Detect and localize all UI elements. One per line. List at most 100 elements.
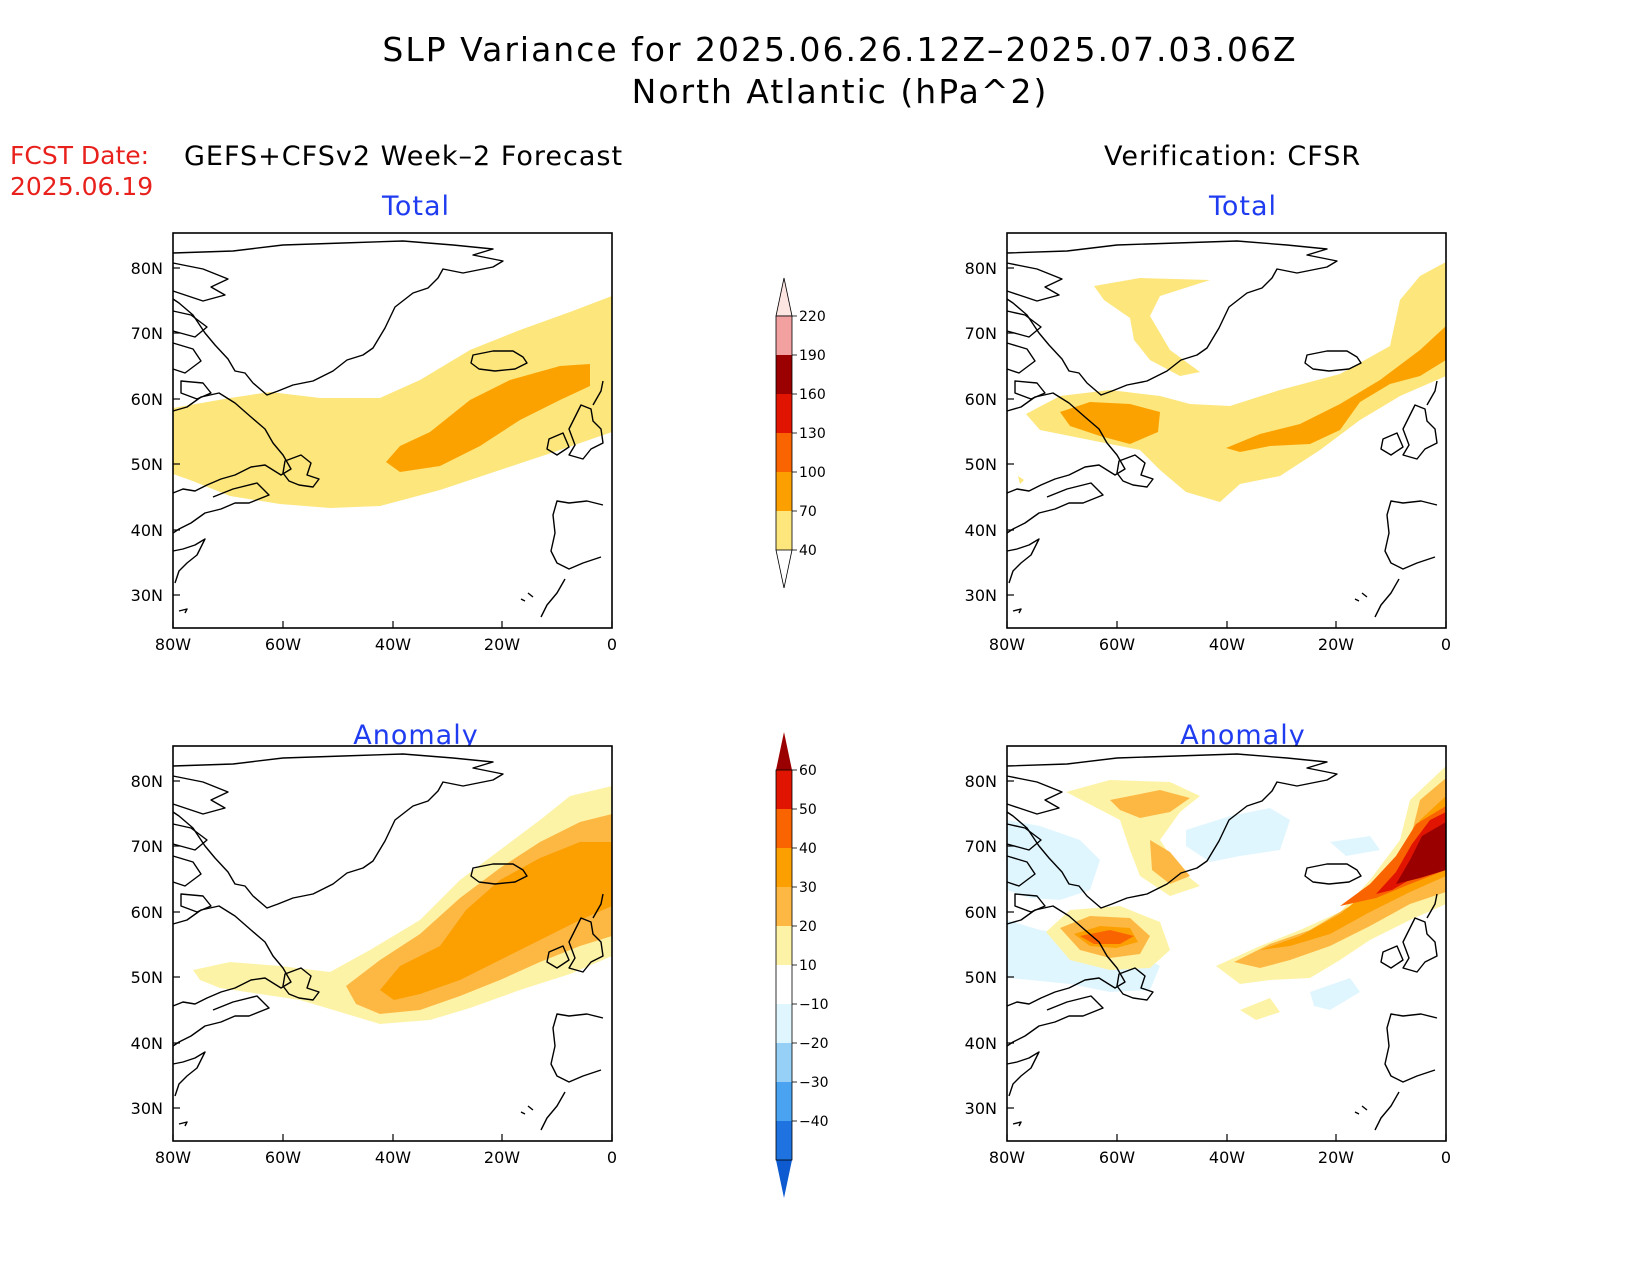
shade-40-50 [1080,930,1134,944]
main-title: SLP Variance for 2025.06.26.12Z–2025.07.… [382,30,1298,69]
lat-tick-label: 70N [965,324,997,343]
lon-tick-label: 40W [375,1148,411,1167]
lat-tick-label: 70N [131,837,163,856]
verification-anomaly-map [1006,745,1447,1142]
lat-tick-label: 50N [965,455,997,474]
lon-tick-label: 20W [484,635,520,654]
lon-tick-label: 80W [155,1148,191,1167]
cbar-total-label: 40 [799,543,817,559]
lat-tick-label: 40N [965,1034,997,1053]
lat-tick-label: 30N [965,1099,997,1118]
cbar-anom-label: −30 [799,1075,829,1091]
shade-20-30 [1110,790,1190,818]
cbar-anom-swatch [776,887,792,926]
axes-layer: 80W 60W 40W 20W 0 80N 70N 60N 50N 40N 30N 80W 60W 40W… [131,259,1451,1167]
forecast-header: GEFS+CFSv2 Week–2 Forecast [184,141,624,172]
cbar-anom-label: 30 [799,880,817,896]
cbar-anom-arrow-bottom [776,1160,792,1198]
cbar-total-label: 190 [799,348,826,364]
shade-40-70 [1018,476,1024,484]
cbar-total-label: 130 [799,426,826,442]
cbar-anom-swatch [776,1043,792,1082]
lat-tick-label: 50N [131,968,163,987]
shade-neg-10-20 [1330,836,1380,856]
shade-70-100 [1060,402,1160,444]
lon-tick-label: 60W [265,635,301,654]
lon-tick-label: 0 [1441,1148,1451,1167]
cbar-anom-swatch [776,965,792,1004]
shade-neg-10-20 [1310,978,1360,1010]
lat-tick-label: 80N [131,259,163,278]
lat-tick-label: 30N [131,1099,163,1118]
cbar-total-swatch [776,394,792,433]
cbar-total-arrow-bottom [775,549,793,589]
lon-tick-label: 0 [607,1148,617,1167]
lon-tick-label: 80W [989,635,1025,654]
cbar-anom-label: 60 [799,763,817,779]
lon-tick-label: 80W [989,1148,1025,1167]
shade-10-20 [1216,766,1446,984]
lat-tick-label: 60N [131,390,163,409]
shade-gt-60 [1396,822,1446,884]
cbar-anom-label: 40 [799,841,817,857]
cbar-anom-swatch [776,848,792,887]
forecast-anomaly-map [172,745,613,1142]
forecast-date-label: FCST Date: 2025.06.19 [10,140,153,202]
verification-header: Verification: CFSR [1104,141,1362,172]
forecast-total-map [172,232,613,629]
fcst-date-value: 2025.06.19 [10,172,154,201]
lat-tick-label: 70N [131,324,163,343]
cbar-anom-swatch [776,1082,792,1121]
lat-tick-label: 60N [965,390,997,409]
lon-tick-label: 80W [155,635,191,654]
cbar-anom-swatch [776,770,792,809]
lat-tick-label: 60N [131,903,163,922]
lat-tick-label: 30N [965,586,997,605]
lat-tick-label: 80N [131,772,163,791]
lon-tick-label: 20W [484,1148,520,1167]
lon-tick-label: 0 [607,635,617,654]
lat-tick-label: 80N [965,259,997,278]
lon-tick-label: 20W [1318,635,1354,654]
lon-tick-label: 60W [1099,635,1135,654]
lon-tick-label: 60W [1099,1148,1135,1167]
cbar-anom-swatch [776,1004,792,1043]
shade-70-100 [1226,326,1446,452]
forecast-total-title: Total [381,191,451,222]
lat-tick-label: 70N [965,837,997,856]
shade-30-40 [380,842,612,1000]
main-subtitle: North Atlantic (hPa^2) [631,72,1049,111]
cbar-total-swatch [776,355,792,394]
shade-70-100 [386,364,590,472]
verification-total-map [1006,232,1447,629]
cbar-anom-swatch [776,809,792,848]
lon-tick-label: 40W [375,635,411,654]
cbar-anom-swatch [776,1121,792,1160]
shade-neg-10-20 [1007,820,1100,900]
cbar-total-label: 70 [799,504,817,520]
lon-tick-label: 60W [265,1148,301,1167]
lon-tick-label: 40W [1209,635,1245,654]
shade-10-20 [1240,998,1280,1020]
cbar-anom-label: 50 [799,802,817,818]
lat-tick-label: 40N [965,521,997,540]
lon-tick-label: 0 [1441,635,1451,654]
shade-40-70 [1094,278,1210,376]
cbar-total-label: 220 [799,309,826,325]
lon-tick-label: 40W [1209,1148,1245,1167]
cbar-anom-arrow-top [776,732,792,770]
cbar-total-swatch [776,433,792,472]
lat-tick-label: 50N [131,455,163,474]
shade-neg-10-20 [1186,808,1290,862]
cbar-total-swatch [776,316,792,355]
cbar-total-label: 100 [799,465,826,481]
cbar-total-swatch [776,511,792,550]
cbar-total-label: 160 [799,387,826,403]
cbar-anom-label: 20 [799,919,817,935]
lat-tick-label: 40N [131,1034,163,1053]
verification-total-title: Total [1208,191,1278,222]
cbar-total-swatch [776,472,792,511]
lat-tick-label: 50N [965,968,997,987]
cbar-anom-label: −20 [799,1036,829,1052]
